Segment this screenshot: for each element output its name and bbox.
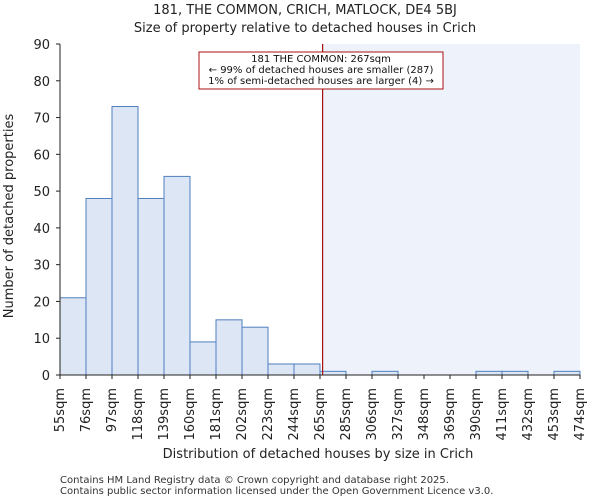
chart-subtitle: Size of property relative to detached ho…: [134, 21, 476, 36]
bar-223sqm: [267, 363, 295, 376]
x-tick-label: 411sqm: [495, 388, 510, 441]
x-tick-label: 265sqm: [313, 388, 328, 441]
y-tick-label: 50: [33, 185, 50, 200]
annotation-line-1: 181 THE COMMON: 267sqm: [251, 54, 391, 65]
y-tick-label: 20: [33, 295, 50, 310]
x-tick-label: 348sqm: [417, 388, 432, 441]
x-tick-label: 97sqm: [105, 388, 120, 432]
x-tick-label: 202sqm: [235, 388, 250, 441]
x-tick-label: 453sqm: [547, 388, 562, 441]
y-tick-label: 70: [33, 112, 50, 127]
x-tick-label: 327sqm: [391, 388, 406, 441]
x-tick-label: 285sqm: [339, 388, 354, 441]
y-tick-label: 80: [33, 75, 50, 90]
x-tick-label: 223sqm: [261, 388, 276, 441]
chart-title: 181, THE COMMON, CRICH, MATLOCK, DE4 5BJ: [153, 3, 457, 18]
footer-line-1: Contains HM Land Registry data © Crown c…: [60, 475, 449, 486]
bar-453sqm: [553, 370, 581, 376]
x-tick-label: 474sqm: [573, 388, 588, 441]
bar-160sqm: [189, 341, 217, 376]
annotation-line-2: ← 99% of detached houses are smaller (28…: [209, 65, 434, 76]
y-tick-label: 40: [33, 222, 50, 237]
bar-411sqm: [501, 370, 529, 376]
x-tick-label: 160sqm: [183, 388, 198, 441]
y-tick-label: 30: [33, 259, 50, 274]
bar-306sqm: [371, 370, 399, 376]
x-tick-label: 369sqm: [443, 388, 458, 441]
bar-76sqm: [85, 197, 113, 376]
bar-55sqm: [59, 297, 87, 376]
y-axis-label: Number of detached properties: [2, 114, 17, 319]
bar-202sqm: [241, 326, 269, 376]
x-axis-label: Distribution of detached houses by size …: [163, 447, 474, 462]
x-tick-label: 55sqm: [53, 388, 68, 432]
annotation-frame: [198, 51, 444, 90]
y-tick-label: 90: [33, 38, 50, 53]
bar-265sqm: [319, 370, 347, 376]
bar-244sqm: [293, 363, 321, 376]
x-tick-label: 139sqm: [157, 388, 172, 441]
bar-97sqm: [111, 106, 139, 376]
x-tick-label: 118sqm: [131, 388, 146, 441]
y-tick-label: 60: [33, 148, 50, 163]
x-tick-label: 76sqm: [79, 388, 94, 432]
footer-line-2: Contains public sector information licen…: [60, 486, 493, 497]
x-tick-label: 306sqm: [365, 388, 380, 441]
annotation-line-3: 1% of semi-detached houses are larger (4…: [208, 76, 434, 87]
x-tick-label: 181sqm: [209, 388, 224, 441]
y-tick-label: 10: [33, 332, 50, 347]
y-tick-label: 0: [42, 369, 50, 384]
bar-181sqm: [215, 319, 243, 376]
x-tick-label: 390sqm: [469, 388, 484, 441]
bar-390sqm: [475, 370, 503, 376]
annotation-box: 181 THE COMMON: 267sqm ← 99% of detached…: [198, 51, 444, 90]
bar-118sqm: [137, 197, 165, 376]
x-tick-label: 244sqm: [287, 388, 302, 441]
x-tick-label: 432sqm: [521, 388, 536, 441]
larger-region-shade: [322, 44, 580, 375]
bar-139sqm: [163, 175, 191, 376]
